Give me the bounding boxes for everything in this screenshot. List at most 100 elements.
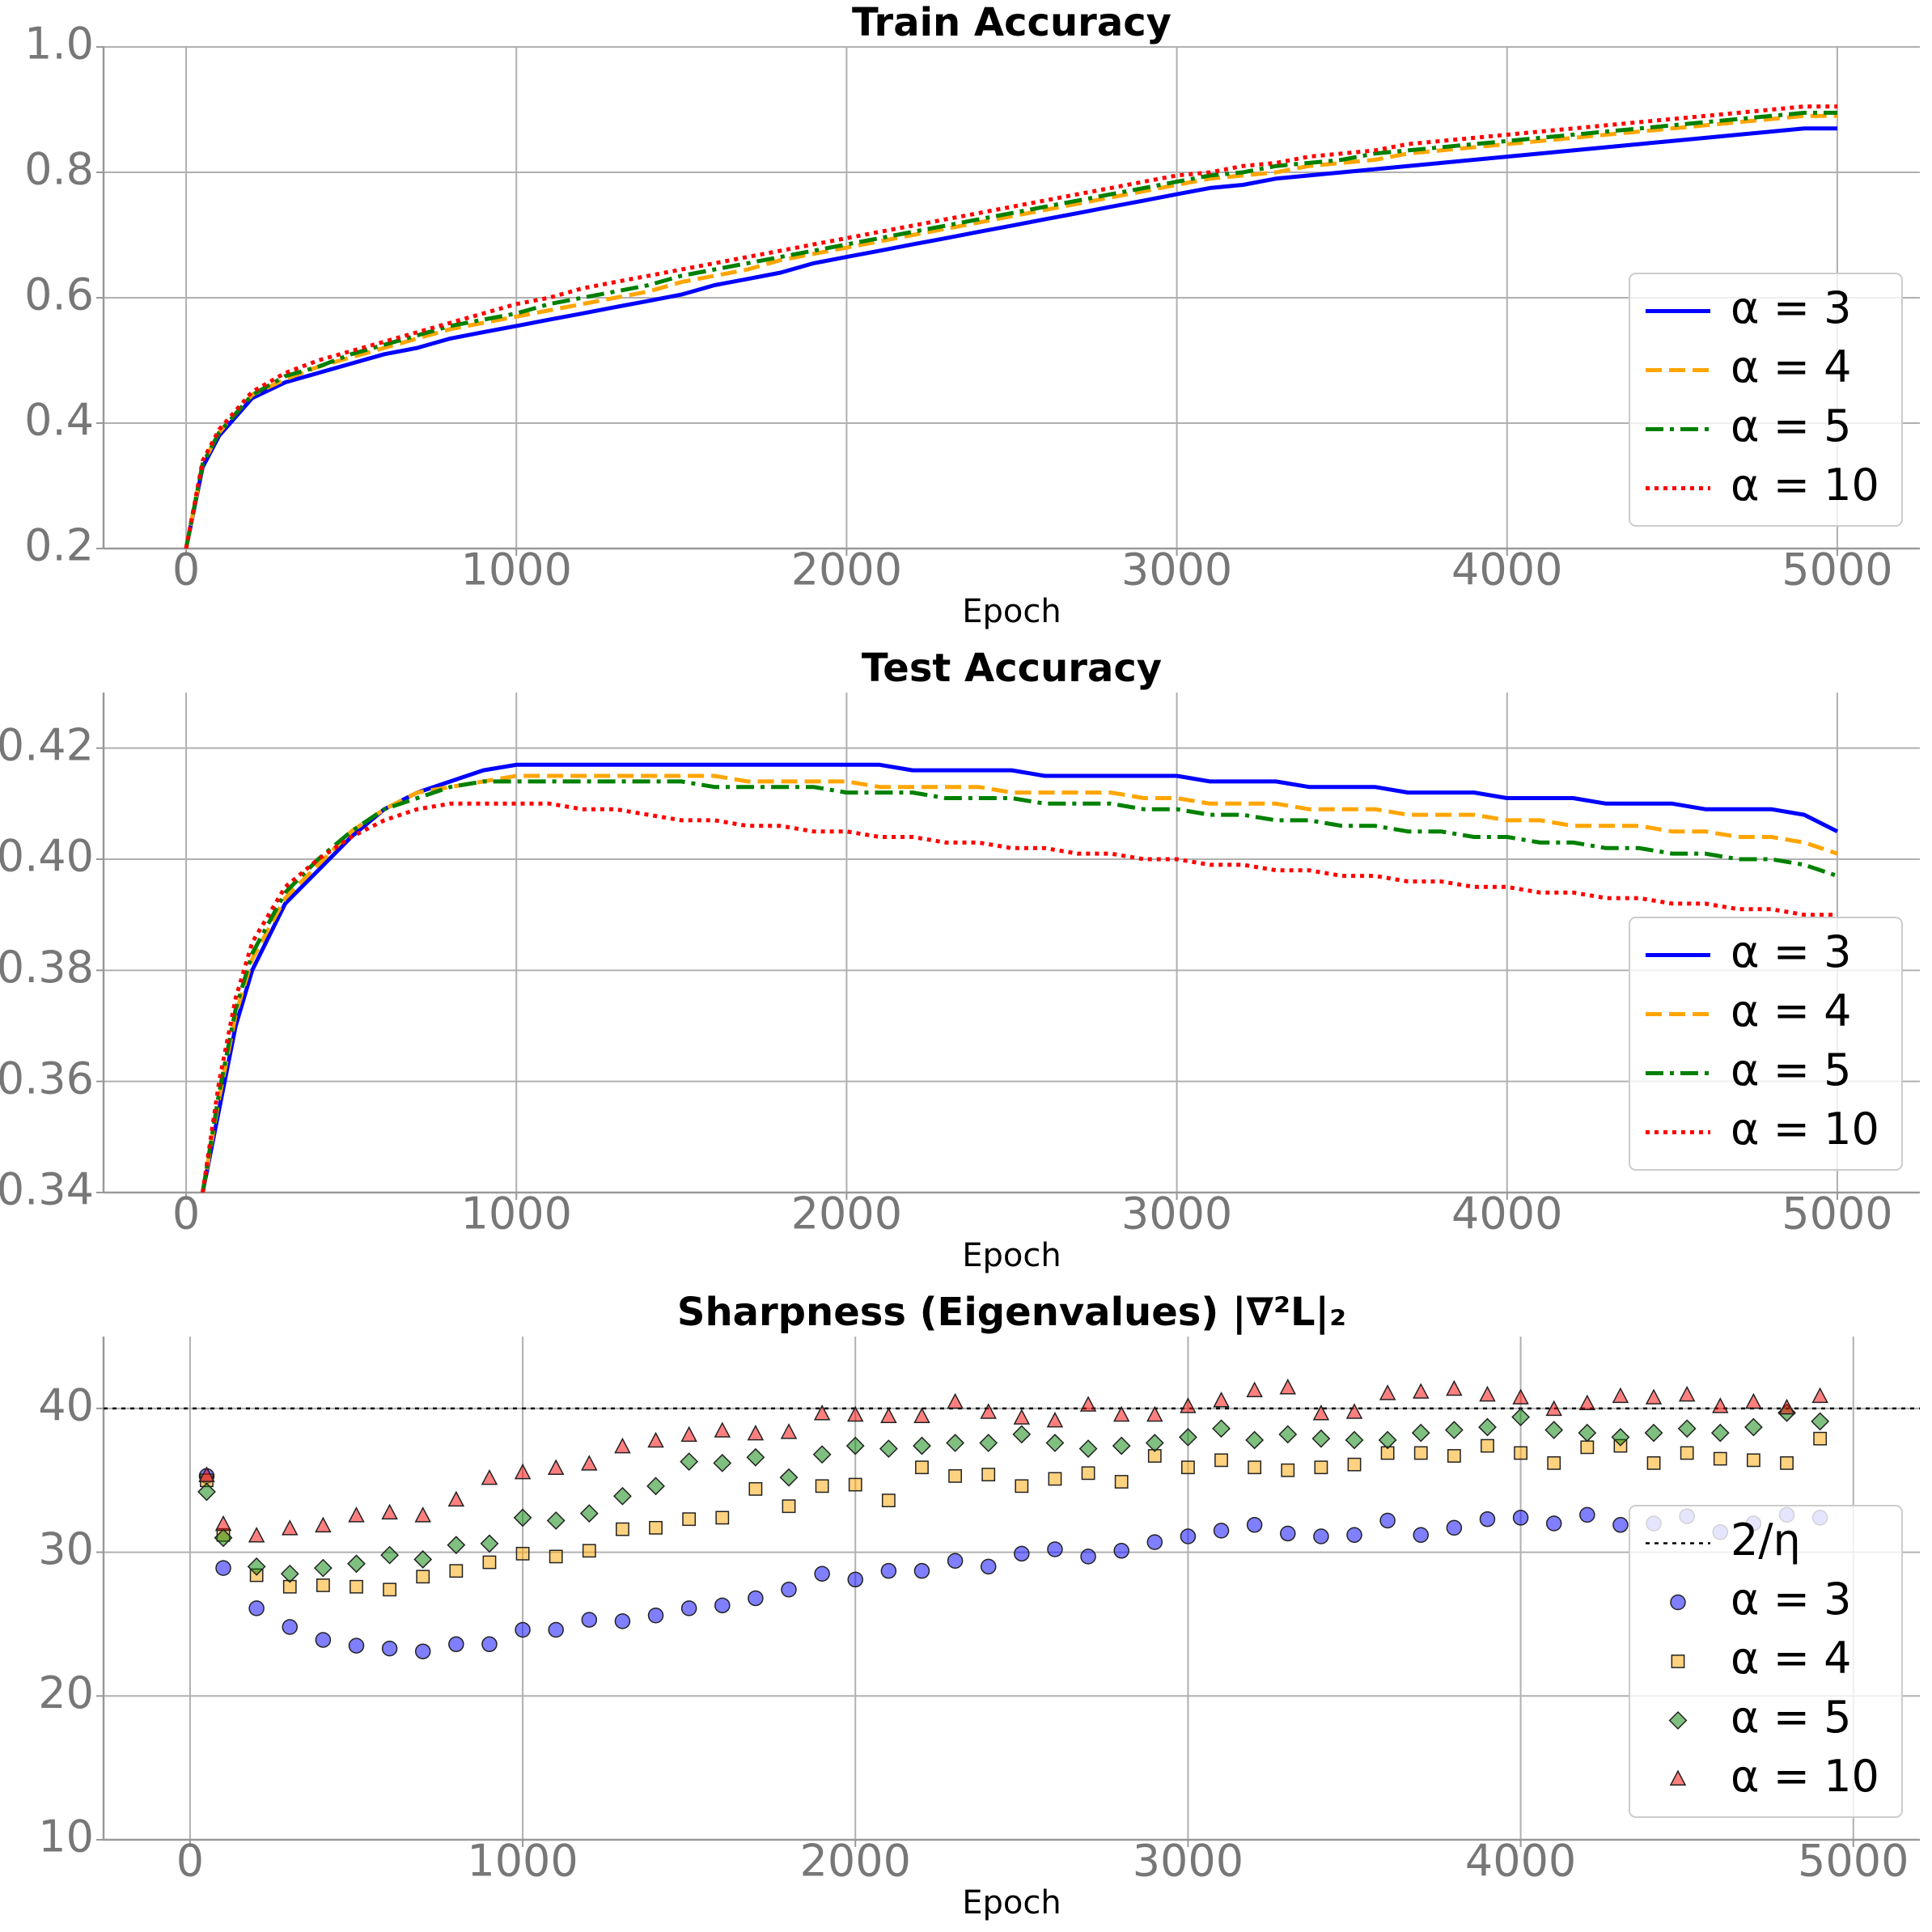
point [880, 1407, 897, 1424]
point [449, 1564, 464, 1578]
legend-label: α = 4 [1731, 985, 1852, 1036]
point [1179, 1427, 1197, 1447]
point [1048, 1472, 1062, 1486]
point [1413, 1527, 1429, 1543]
x-tick-label: 3000 [1121, 1188, 1232, 1239]
point [616, 1522, 629, 1536]
data-line [201, 773, 1838, 1193]
legend-swatch [1668, 1711, 1688, 1730]
point [1511, 1408, 1531, 1426]
point [1278, 1425, 1298, 1444]
x-tick-label: 3000 [1133, 1836, 1244, 1887]
point [1015, 1479, 1029, 1493]
panel: 10 20 30 40 0 1000 2000 3000 4000 5000 Sharpness (… [38, 1290, 1920, 1921]
point [1747, 1453, 1760, 1468]
point [198, 1466, 215, 1482]
point [1479, 1510, 1496, 1527]
point [1181, 1460, 1195, 1475]
chart-title: Train Accuracy [852, 0, 1171, 45]
point [847, 1571, 863, 1588]
point [714, 1597, 731, 1614]
point [913, 1562, 930, 1579]
x-tick-label: 5000 [1798, 1836, 1909, 1887]
plot-area [104, 1379, 1920, 1659]
legend-label: α = 5 [1731, 400, 1852, 451]
panel: 0.34 0.36 0.38 0.40 0.42 0 1000 2000 3000 4000 500… [0, 646, 1920, 1274]
point [1347, 1457, 1362, 1472]
point [614, 1613, 631, 1629]
x-axis-label: Epoch [962, 1237, 1061, 1274]
point [1079, 1396, 1097, 1412]
point [1280, 1525, 1296, 1542]
point [313, 1558, 333, 1578]
x-tick-label: 1000 [461, 1188, 572, 1239]
point [581, 1612, 598, 1628]
point [1578, 1423, 1597, 1443]
point [1811, 1412, 1830, 1431]
x-tick-label: 2000 [800, 1836, 911, 1887]
point [316, 1578, 330, 1592]
y-tick-label: 0.34 [0, 1164, 94, 1215]
point [845, 1436, 865, 1455]
point [1046, 1411, 1064, 1428]
point [913, 1436, 931, 1455]
point [1811, 1387, 1828, 1404]
point [282, 1619, 299, 1635]
y-tick-label: 20 [38, 1667, 94, 1718]
point [547, 1459, 565, 1475]
point [1712, 1397, 1729, 1413]
x-tick-label: 2000 [791, 1188, 902, 1239]
point [1744, 1417, 1763, 1437]
point [1612, 1517, 1629, 1533]
point [881, 1493, 896, 1507]
legend-swatch [1671, 1654, 1685, 1668]
point [680, 1600, 697, 1616]
point [1545, 1400, 1562, 1417]
point [746, 1447, 765, 1467]
point [214, 1515, 232, 1532]
point [1544, 1421, 1564, 1439]
legend: α = 3 α = 4 α = 5 α = 10 [1629, 917, 1903, 1171]
point [581, 1455, 598, 1471]
point [682, 1512, 697, 1527]
point [947, 1553, 964, 1569]
y-tick-label: 10 [38, 1811, 94, 1862]
point [748, 1481, 763, 1496]
point [215, 1560, 231, 1576]
point [614, 1437, 631, 1454]
point [546, 1511, 566, 1530]
plot-area [184, 104, 1837, 549]
point [947, 1392, 964, 1409]
point [350, 1579, 363, 1594]
legend-label: α = 5 [1731, 1044, 1852, 1095]
chart-title: Sharpness (Eigenvalues) |∇²L|₂ [677, 1290, 1346, 1335]
point [1512, 1510, 1529, 1526]
legend-box [1629, 917, 1903, 1171]
y-tick-label: 0.40 [0, 831, 94, 882]
point [1710, 1423, 1730, 1443]
point [1180, 1528, 1197, 1544]
point [548, 1621, 564, 1638]
legend-label: α = 10 [1731, 460, 1879, 511]
point [1411, 1423, 1430, 1443]
point [780, 1423, 798, 1439]
point [1180, 1397, 1197, 1413]
point [1611, 1427, 1630, 1447]
point [1813, 1431, 1828, 1446]
point [1345, 1430, 1364, 1450]
point [814, 1566, 830, 1582]
point [1412, 1383, 1430, 1399]
x-tick-label: 2000 [791, 544, 902, 595]
point [680, 1452, 699, 1472]
point [1146, 1534, 1163, 1550]
x-tick-label: 1000 [461, 544, 572, 595]
point [748, 1590, 764, 1607]
point [1113, 1543, 1129, 1559]
point [315, 1632, 332, 1648]
point [1579, 1506, 1595, 1523]
point [1780, 1455, 1794, 1470]
point [248, 1527, 265, 1543]
y-tick-label: 30 [38, 1523, 94, 1574]
point [514, 1463, 532, 1480]
point [1246, 1381, 1263, 1398]
